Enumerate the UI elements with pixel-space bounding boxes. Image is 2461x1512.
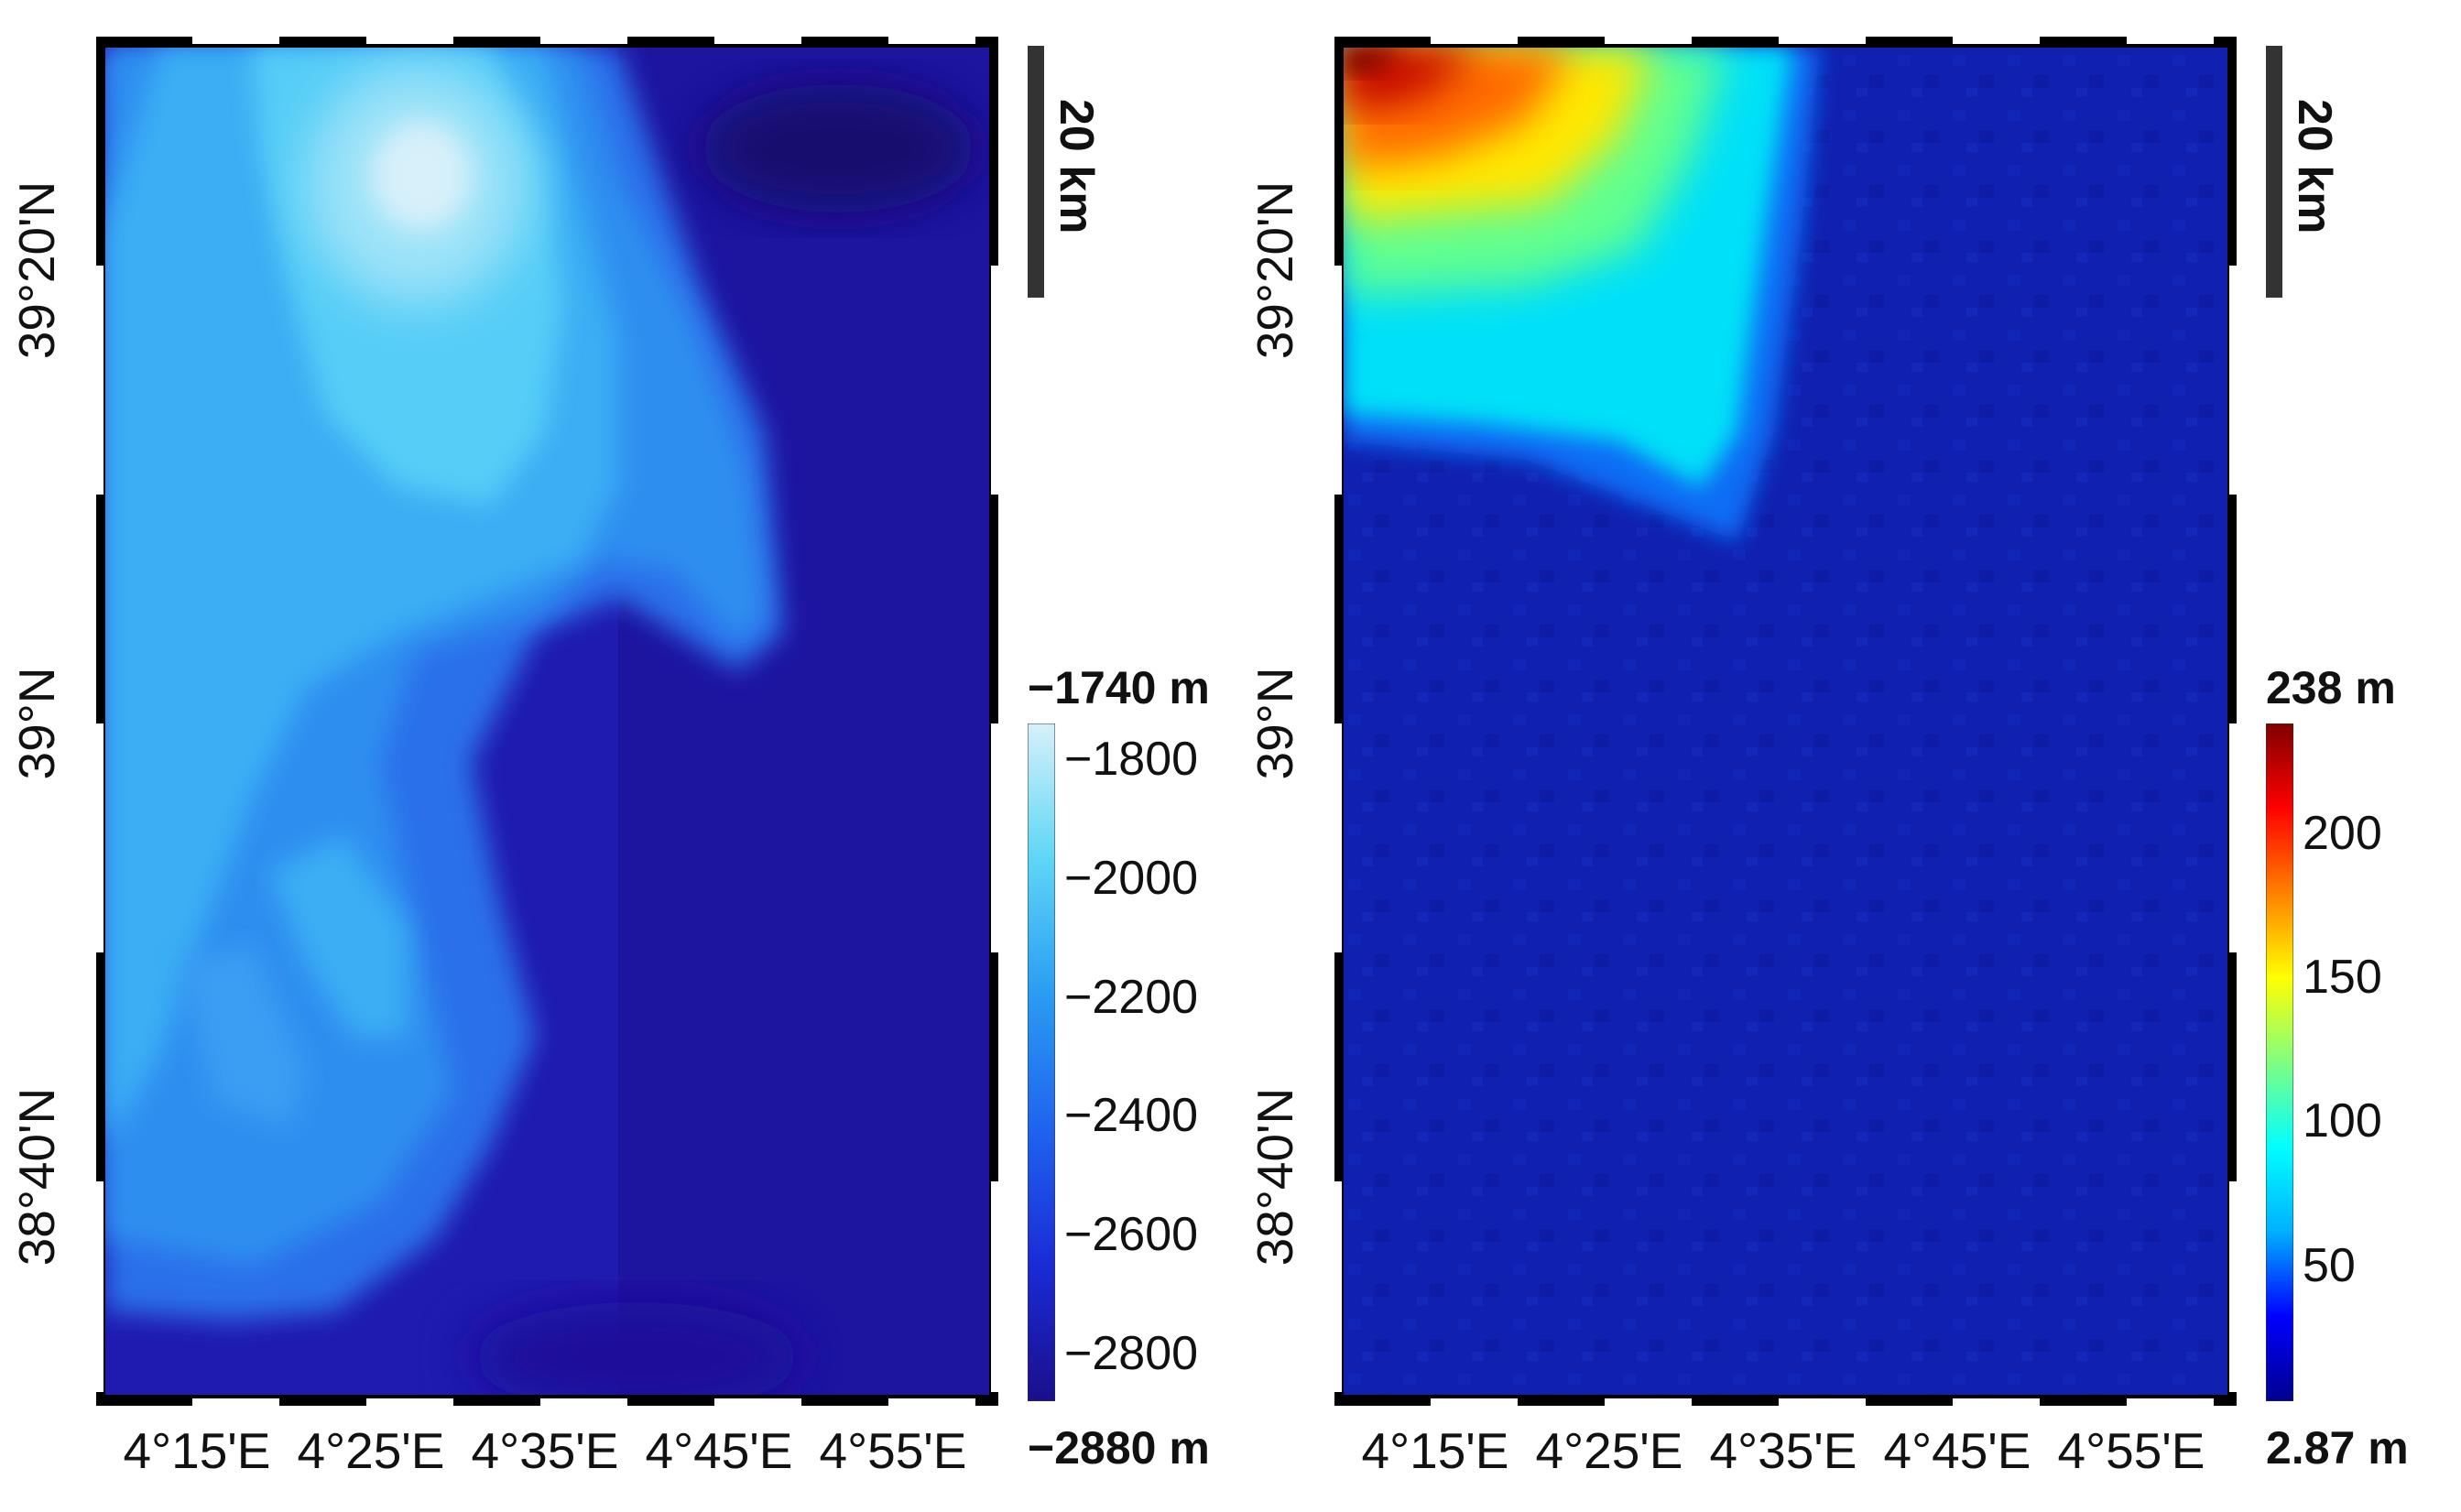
lon-label: 4°15'E — [123, 1422, 271, 1479]
scale-bar — [2266, 46, 2282, 298]
scale-bar-label: 20 km — [1050, 99, 1103, 234]
map-frame — [1334, 37, 2237, 1406]
colorbar-tick-label: −2200 — [1064, 970, 1199, 1024]
bathymetry-raster — [105, 48, 989, 1395]
colorbar-min-label: 2.87 m — [2266, 1422, 2409, 1474]
scale-bar — [1028, 46, 1044, 298]
colorbar-tick-label: −2000 — [1064, 851, 1199, 905]
uncertainty-map — [1344, 48, 2227, 1395]
uncertainty-raster — [1344, 48, 2227, 1395]
map-frame — [96, 37, 998, 1406]
lon-label: 4°35'E — [1709, 1422, 1857, 1479]
colorbar-tick-label: −2800 — [1064, 1327, 1199, 1381]
lat-label: 39°N — [8, 667, 65, 780]
lon-label: 4°45'E — [1883, 1422, 2031, 1479]
colorbar-tick-label: 50 — [2303, 1238, 2356, 1292]
uncertainty-panel: 4°15'E 4°25'E 4°35'E 4°45'E 4°55'E 39°20… — [1238, 0, 2461, 1512]
colorbar-tick-label: 100 — [2303, 1094, 2382, 1148]
colorbar-tick-label: 150 — [2303, 950, 2382, 1004]
scale-bar-label: 20 km — [2288, 99, 2341, 234]
lon-label: 4°25'E — [1535, 1422, 1683, 1479]
lat-label: 39°N — [1247, 667, 1303, 780]
colorbar-min-label: −2880 m — [1028, 1422, 1210, 1474]
colorbar-max-label: −1740 m — [1028, 662, 1210, 713]
bathymetry-map — [105, 48, 989, 1395]
colorbar-tick-label: 200 — [2303, 806, 2382, 860]
bathymetry-panel: 4°15'E 4°25'E 4°35'E 4°45'E 4°55'E 39°20… — [0, 0, 1227, 1512]
uncertainty-colorbar — [2266, 723, 2293, 1401]
depth-colorbar — [1028, 723, 1055, 1401]
lon-label: 4°55'E — [819, 1422, 967, 1479]
lon-label: 4°15'E — [1361, 1422, 1509, 1479]
lat-label: 38°40'N — [1247, 1087, 1303, 1267]
lon-label: 4°35'E — [471, 1422, 619, 1479]
lon-label: 4°55'E — [2057, 1422, 2205, 1479]
lon-label: 4°45'E — [645, 1422, 793, 1479]
lat-label: 39°20'N — [8, 180, 65, 360]
colorbar-tick-label: −2400 — [1064, 1089, 1199, 1143]
lat-label: 38°40'N — [8, 1087, 65, 1267]
colorbar-max-label: 238 m — [2266, 662, 2396, 713]
colorbar-tick-label: −2600 — [1064, 1208, 1199, 1262]
lon-label: 4°25'E — [297, 1422, 445, 1479]
colorbar-tick-label: −1800 — [1064, 732, 1199, 786]
lat-label: 39°20'N — [1247, 180, 1303, 360]
